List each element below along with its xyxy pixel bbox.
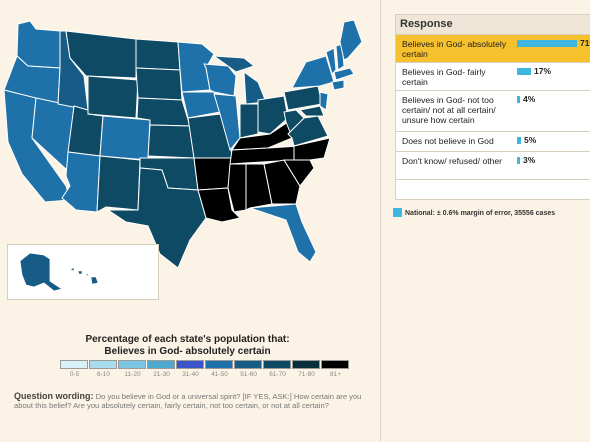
state-maryland[interactable] <box>298 105 325 117</box>
state-new-jersey[interactable] <box>319 91 329 111</box>
state-wyoming[interactable] <box>87 75 139 119</box>
us-map-svg[interactable] <box>0 0 375 330</box>
response-bar <box>517 40 577 47</box>
response-bar <box>517 68 531 75</box>
question-text: Do you believe in God or a universal spi… <box>14 392 362 410</box>
legend-swatch-label: 21-30 <box>153 371 170 378</box>
response-percent: 3% <box>523 155 536 165</box>
question-label: Question wording: <box>14 391 94 401</box>
state-kansas[interactable] <box>147 124 195 159</box>
state-texas[interactable] <box>106 167 207 269</box>
legend-swatch-label: 0-5 <box>69 371 80 378</box>
legend-swatch-label: 81+ <box>329 371 342 378</box>
state-florida[interactable] <box>249 203 317 263</box>
national-key-swatch <box>393 208 402 217</box>
legend-swatch <box>234 360 262 369</box>
legend-swatch-label: 71-80 <box>298 371 315 378</box>
national-note-text: National: ± 0.6% margin of error, 35556 … <box>405 210 556 217</box>
legend-swatch-label: 6-10 <box>96 371 110 378</box>
response-row[interactable]: Don't know/ refused/ other 3% <box>396 152 590 180</box>
state-colorado[interactable] <box>99 115 151 161</box>
legend-swatch-label: 41-50 <box>211 371 228 378</box>
state-north-dakota[interactable] <box>135 38 181 71</box>
response-panel: Response Believes in God- absolutely cer… <box>395 14 590 200</box>
legend-swatch <box>89 360 117 369</box>
state-new-york[interactable] <box>291 55 335 89</box>
legend-swatch <box>205 360 233 369</box>
response-row[interactable]: Believes in God- not too certain/ not at… <box>396 91 590 132</box>
response-percent: 5% <box>524 135 537 145</box>
state-alaska[interactable] <box>19 252 63 292</box>
response-rows: Believes in God- absolutely certain71%Be… <box>396 35 590 180</box>
response-row[interactable]: Does not believe in God 5% <box>396 132 590 152</box>
column-divider <box>380 0 381 442</box>
response-label: Don't know/ refused/ other <box>402 156 503 166</box>
response-label: Believes in God- fairly certain <box>402 67 486 87</box>
state-indiana[interactable] <box>239 103 259 139</box>
state-connecticut[interactable] <box>331 79 345 91</box>
state-new-mexico[interactable] <box>96 155 141 213</box>
response-percent: 17% <box>534 66 552 76</box>
legend-swatch <box>292 360 320 369</box>
legend-swatch-label: 11-20 <box>124 371 141 378</box>
state-west-virginia[interactable] <box>283 109 305 133</box>
state-north-carolina[interactable] <box>284 137 331 161</box>
legend-swatch <box>60 360 88 369</box>
response-row[interactable]: Believes in God- absolutely certain 71% <box>396 35 590 63</box>
question-wording: Question wording: Do you believe in God … <box>14 391 364 411</box>
response-percent: 71% <box>580 38 590 48</box>
state-arkansas[interactable] <box>193 157 233 191</box>
us-choropleth-map[interactable] <box>0 0 375 330</box>
response-label: Does not believe in God <box>402 136 494 146</box>
state-maine[interactable] <box>339 19 363 61</box>
legend-swatches <box>60 360 350 370</box>
legend-swatch <box>321 360 349 369</box>
response-label: Believes in God- not too certain/ not at… <box>402 95 496 125</box>
map-legend: Percentage of each state's population th… <box>0 334 375 378</box>
state-mississippi[interactable] <box>227 163 247 213</box>
state-hawaii[interactable] <box>69 267 99 285</box>
national-note: National: ± 0.6% margin of error, 35556 … <box>393 208 555 217</box>
response-bar <box>517 157 520 164</box>
legend-swatch <box>147 360 175 369</box>
state-alabama[interactable] <box>245 163 273 211</box>
state-washington[interactable] <box>16 20 61 69</box>
state-michigan-up[interactable] <box>212 55 256 73</box>
state-ohio[interactable] <box>257 95 289 135</box>
legend-title-line1: Percentage of each state's population th… <box>85 334 290 345</box>
state-massachusetts[interactable] <box>333 67 355 81</box>
response-header: Response <box>396 15 590 35</box>
state-vermont[interactable] <box>325 47 337 75</box>
inset-svg <box>19 252 99 292</box>
legend-swatch-label: 61-70 <box>269 371 286 378</box>
legend-swatch <box>176 360 204 369</box>
response-row[interactable]: Believes in God- fairly certain 17% <box>396 63 590 91</box>
alaska-hawaii-inset <box>7 244 159 300</box>
response-label: Believes in God- absolutely certain <box>402 39 507 59</box>
response-percent: 4% <box>523 94 536 104</box>
state-wisconsin[interactable] <box>203 63 237 97</box>
legend-swatch <box>118 360 146 369</box>
state-montana[interactable] <box>65 30 137 79</box>
response-bar <box>517 137 521 144</box>
legend-swatch-label: 51-60 <box>240 371 257 378</box>
legend-title-line2: Believes in God- absolutely certain <box>104 346 271 357</box>
response-bar <box>517 96 520 103</box>
legend-swatch-label: 31-40 <box>182 371 199 378</box>
state-south-dakota[interactable] <box>135 67 183 101</box>
legend-swatch <box>263 360 291 369</box>
state-georgia[interactable] <box>263 159 301 205</box>
state-illinois[interactable] <box>213 93 241 152</box>
state-arizona[interactable] <box>61 151 101 213</box>
legend-swatch-labels: 0-5 6-10 11-20 21-30 31-40 41-50 51-60 61-70 71-… <box>60 371 350 378</box>
